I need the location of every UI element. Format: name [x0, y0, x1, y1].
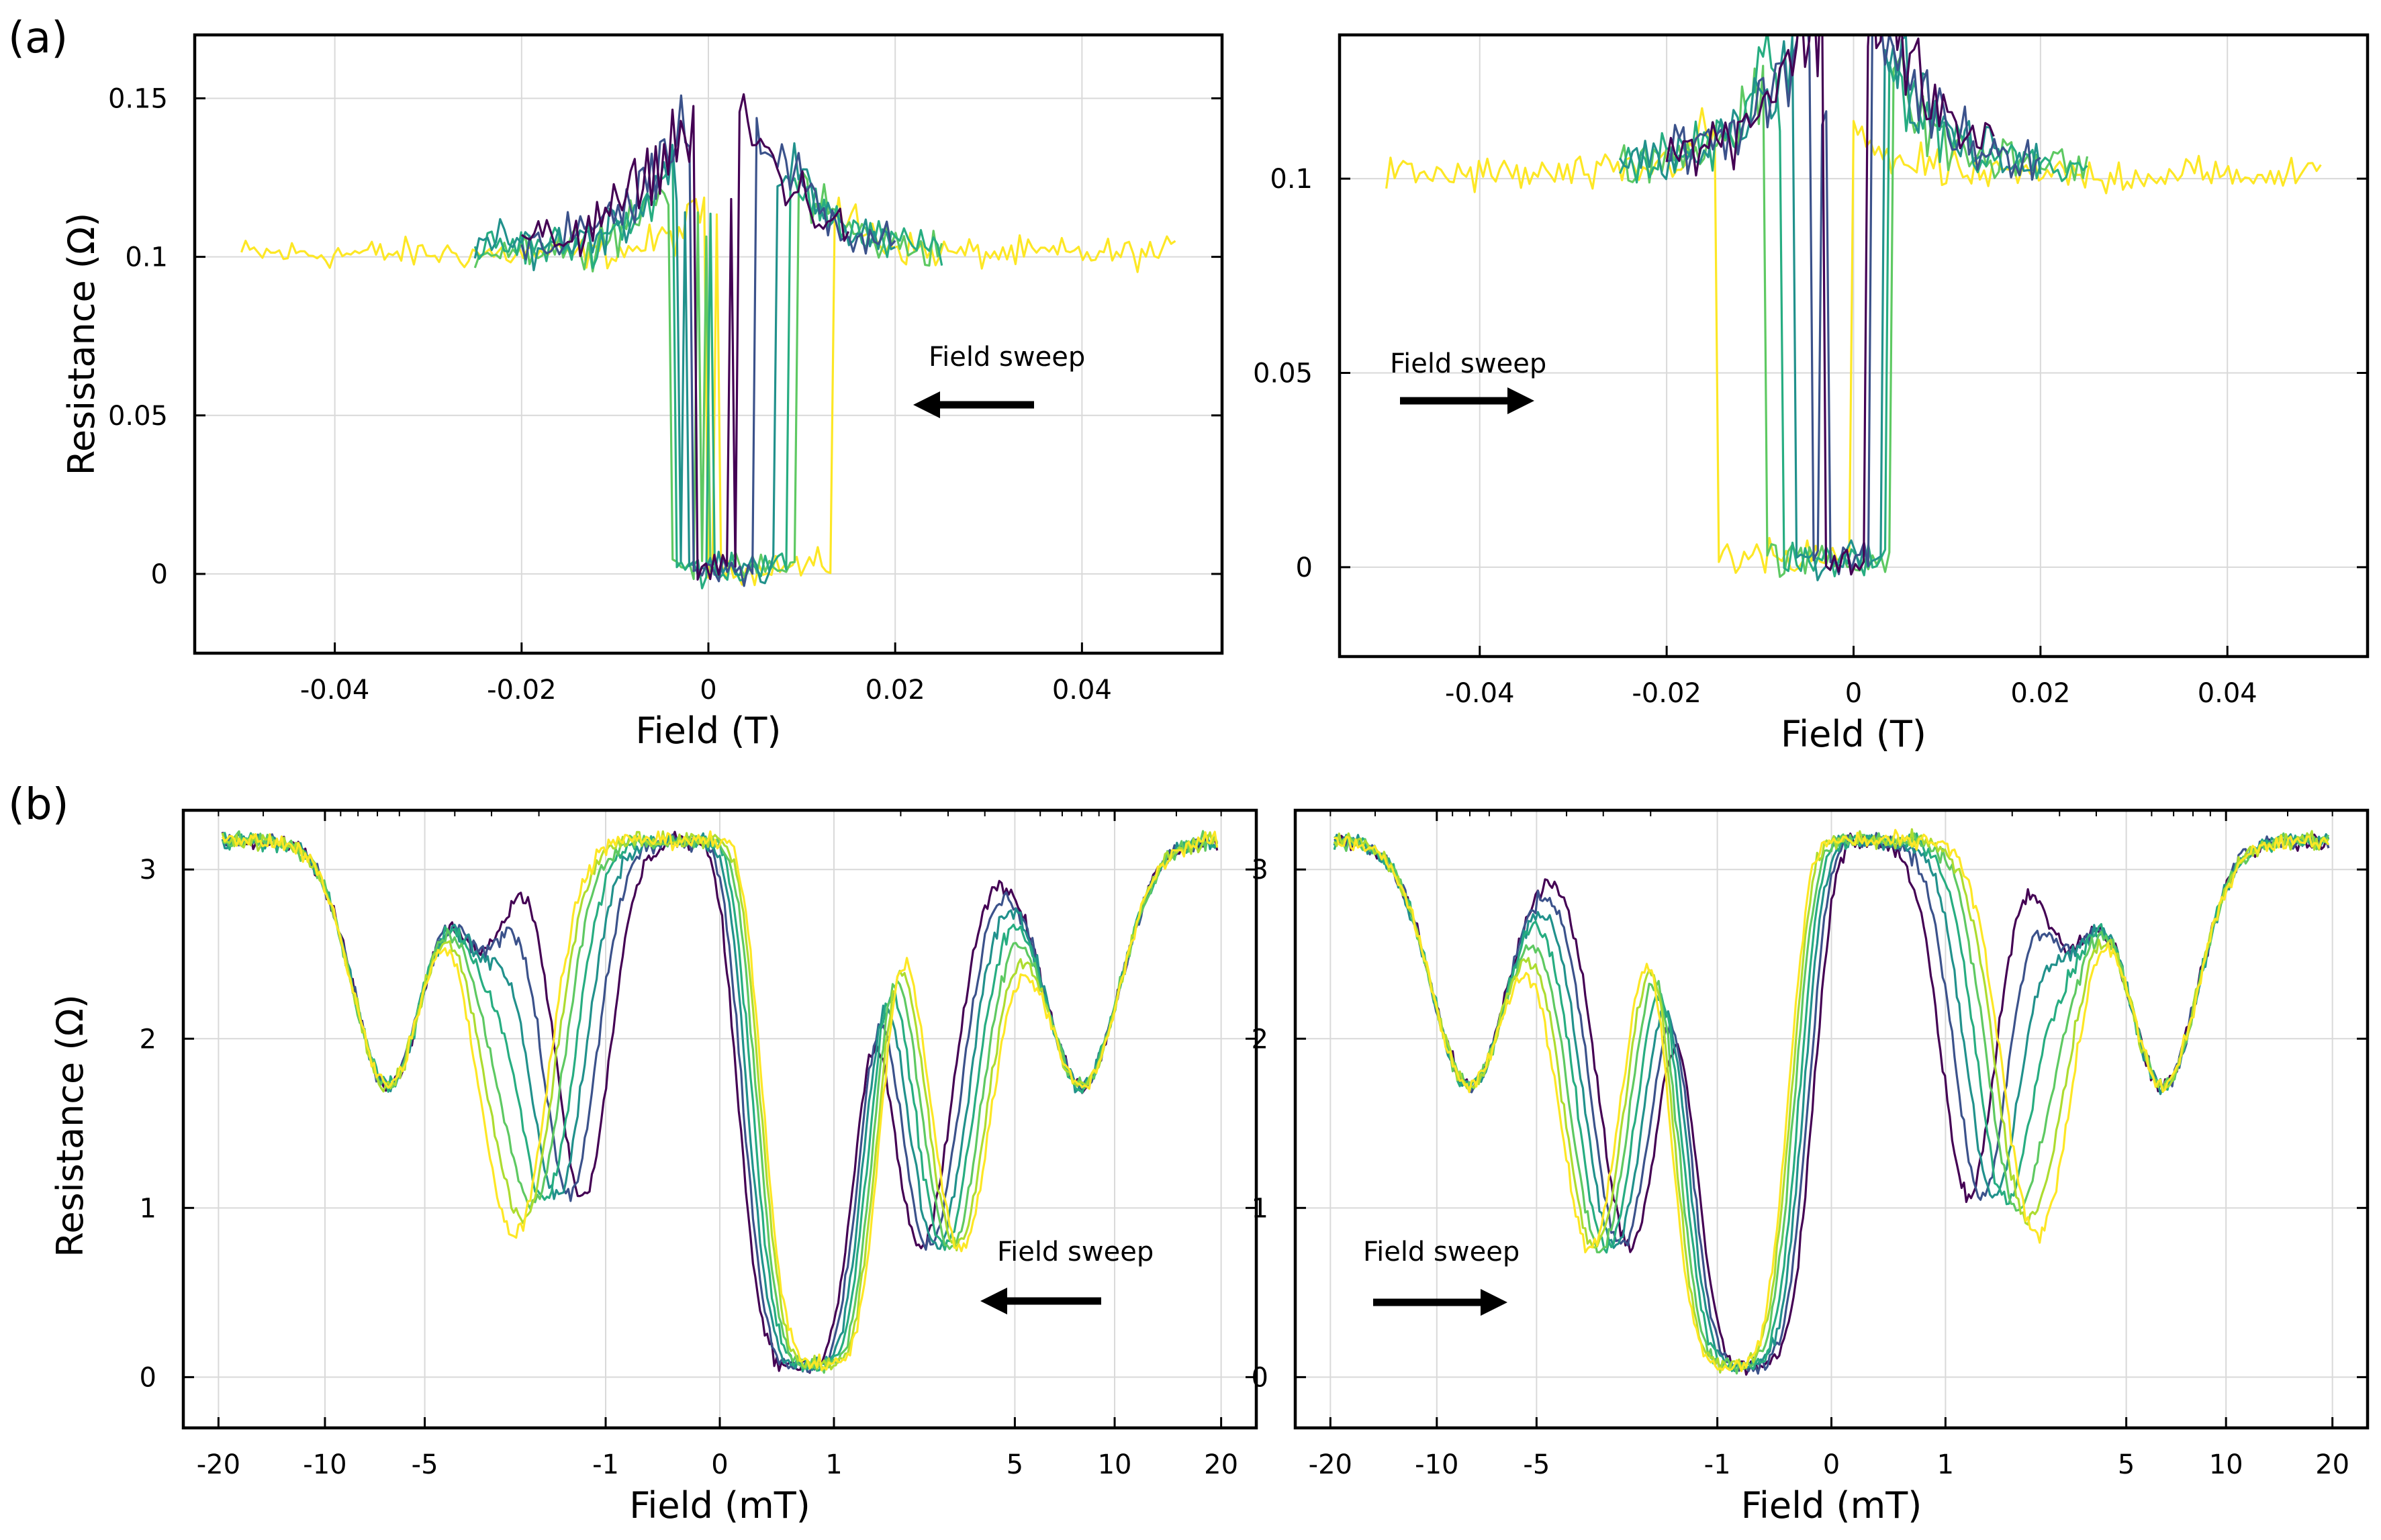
y-tick-label: 0.1	[125, 242, 168, 273]
y-tick-label: 0	[151, 559, 168, 590]
field-sweep-label: Field sweep	[997, 1237, 1154, 1267]
field-sweep-label: Field sweep	[1390, 348, 1546, 379]
x-tick-label: -5	[412, 1449, 438, 1480]
y-tick-label: 0	[1296, 552, 1313, 583]
field-sweep-arrowhead	[1481, 1289, 1507, 1316]
y-axis-label: Resistance (Ω)	[60, 213, 103, 476]
x-tick-label: 0.04	[1052, 675, 1112, 706]
x-tick-label: 10	[1098, 1449, 1132, 1480]
x-tick-label: -1	[592, 1449, 619, 1480]
x-tick-label: 1	[825, 1449, 842, 1480]
x-tick-label: 20	[2315, 1449, 2349, 1480]
series-line	[1385, 107, 2322, 574]
series-line	[1665, 35, 1995, 576]
y-tick-label: 0	[1252, 1362, 1268, 1393]
series-group	[1385, 35, 2322, 581]
y-tick-label: 0.15	[108, 83, 168, 114]
x-tick-label: 20	[1204, 1449, 1238, 1480]
field-sweep-label: Field sweep	[929, 342, 1085, 373]
x-axis-label: Field (mT)	[1741, 1484, 1922, 1527]
series-group	[221, 830, 1219, 1374]
x-tick-label: 1	[1937, 1449, 1954, 1480]
series-group	[1333, 828, 2330, 1376]
y-tick-label: 0.05	[108, 401, 168, 432]
y-tick-label: 3	[1252, 855, 1268, 885]
chart-a-left: -0.04 -0.02 0 0.02 0.04 0 0.05 0.1 0.15 Field (T)…	[60, 33, 1224, 752]
field-sweep-arrowhead	[1507, 387, 1534, 414]
x-tick-label: 5	[2118, 1449, 2135, 1480]
x-tick-label: 0.04	[2198, 678, 2257, 709]
y-tick-label: 1	[1252, 1193, 1268, 1224]
x-tick-label: 0	[711, 1449, 728, 1480]
panel-label-b: (b)	[8, 780, 69, 830]
x-tick-label: -0.04	[300, 675, 370, 706]
y-tick-label: 2	[1252, 1024, 1268, 1055]
field-sweep-arrowhead	[913, 391, 940, 418]
x-tick-label: -0.02	[1632, 678, 1701, 709]
x-tick-label: -0.04	[1445, 678, 1515, 709]
y-axis-label: Resistance (Ω)	[49, 994, 91, 1257]
y-tick-label: 2	[140, 1024, 156, 1055]
y-tick-label: 3	[140, 855, 156, 885]
series-line	[240, 196, 1176, 587]
x-tick-label: 0	[700, 675, 716, 706]
x-tick-label: -20	[197, 1449, 240, 1480]
x-tick-label: 0	[1845, 678, 1862, 709]
x-tick-label: 0	[1823, 1449, 1840, 1480]
chart-a-right: -0.04 -0.02 0 0.02 0.04 0 0.05 0.1 Field (T) Fiel…	[1253, 33, 2370, 755]
x-axis-label: Field (T)	[1781, 713, 1926, 755]
panel-label-a: (a)	[8, 13, 68, 63]
series-line	[520, 93, 850, 581]
y-tick-label: 0.05	[1253, 358, 1313, 389]
x-tick-label: -0.02	[487, 675, 557, 706]
x-tick-label: -10	[303, 1449, 346, 1480]
y-tick-label: 0	[140, 1362, 156, 1393]
series-line	[221, 830, 1219, 1371]
x-tick-label: 10	[2209, 1449, 2243, 1480]
series-group	[240, 93, 1176, 589]
x-axis-label: Field (mT)	[629, 1484, 810, 1527]
series-line	[1334, 828, 2330, 1372]
x-tick-label: 5	[1007, 1449, 1023, 1480]
y-tick-label: 0.1	[1270, 164, 1313, 195]
x-tick-label: 0.02	[866, 675, 925, 706]
series-line	[520, 94, 896, 587]
x-tick-label: -20	[1309, 1449, 1352, 1480]
field-sweep-arrowhead	[980, 1288, 1007, 1314]
y-tick-label: 1	[140, 1193, 156, 1224]
x-tick-label: -10	[1415, 1449, 1458, 1480]
x-tick-label: 0.02	[2010, 678, 2070, 709]
x-tick-label: -1	[1704, 1449, 1731, 1480]
series-line	[1666, 35, 2041, 575]
x-tick-label: -5	[1523, 1449, 1550, 1480]
x-axis-label: Field (T)	[636, 710, 782, 752]
field-sweep-label: Field sweep	[1363, 1237, 1520, 1267]
